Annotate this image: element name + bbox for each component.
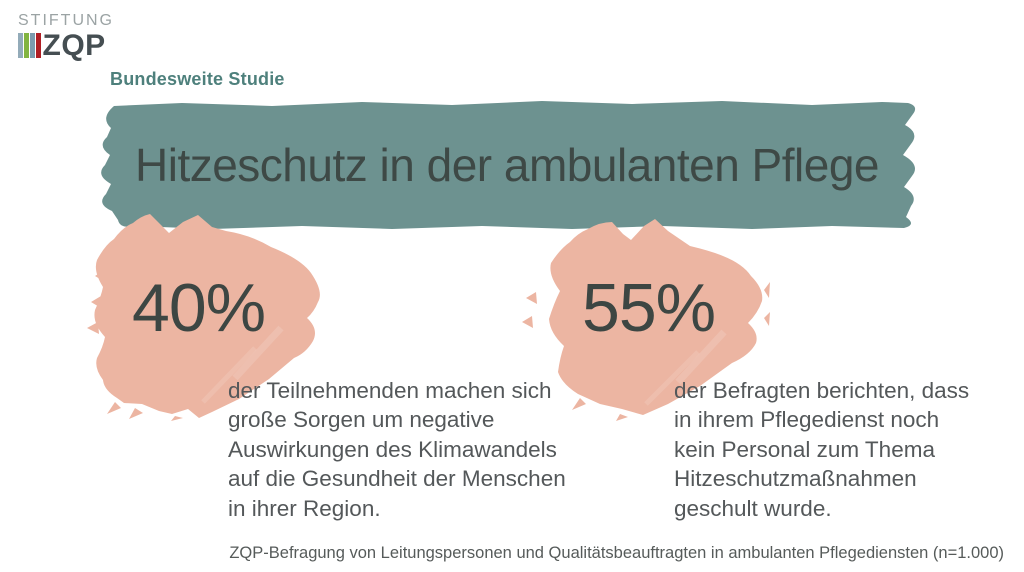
banner-shape-path <box>101 101 916 229</box>
logo-text-stiftung: STIFTUNG <box>18 12 114 29</box>
source-note: ZQP-Befragung von Leitungspersonen und Q… <box>229 544 1004 562</box>
stat-text-line: große Sorgen um negative <box>228 407 495 433</box>
brush-texture-streak <box>644 350 700 406</box>
logo-bar <box>36 33 41 58</box>
logo-bars-icon <box>18 33 41 58</box>
stat-text-line: in ihrem Pflegedienst noch <box>674 407 940 433</box>
brush-texture-streak <box>675 329 727 385</box>
stat-text-line: auf die Gesundheit der Menschen <box>228 466 566 492</box>
logo-bar <box>30 33 35 58</box>
title-banner: Hitzeschutz in der ambulanten Pflege <box>92 97 922 232</box>
stat-value-right: 55% <box>582 270 716 346</box>
brush-right-shape <box>522 219 770 421</box>
stat-text-left: der Teilnehmenden machen sich große Sorg… <box>228 376 566 523</box>
logo-bar <box>18 33 23 58</box>
stat-text-right: der Befragten berichten, dass in ihrem P… <box>674 376 969 523</box>
brush-stroke-left <box>87 214 320 421</box>
stat-text-line: geschult wurde. <box>674 495 832 521</box>
brush-texture-streak <box>201 346 257 404</box>
brush-texture-streak <box>232 325 284 381</box>
stat-text-line: der Befragten berichten, dass <box>674 378 970 403</box>
stat-text-line: Auswirkungen des Klimawandels <box>228 436 557 462</box>
page-title: Hitzeschutz in der ambulanten Pflege <box>135 138 880 191</box>
brush-stroke-right <box>522 219 770 421</box>
stat-text-line: Hitzeschutzmaßnahmen <box>674 466 917 492</box>
stat-text-line: der Teilnehmenden machen sich <box>228 378 552 403</box>
stat-text-line: kein Personal zum Thema <box>674 436 935 462</box>
stat-text-line: in ihrer Region. <box>228 495 381 521</box>
brush-left-shape <box>87 214 320 421</box>
logo-text-zqp: ZQP <box>42 29 106 62</box>
logo-bar <box>24 33 29 58</box>
study-eyebrow: Bundesweite Studie <box>110 69 285 89</box>
stat-value-left: 40% <box>132 270 266 346</box>
logo-row: ZQP <box>18 29 114 62</box>
banner-brush-shape <box>101 101 916 229</box>
zqp-logo: STIFTUNG ZQP <box>18 12 114 62</box>
